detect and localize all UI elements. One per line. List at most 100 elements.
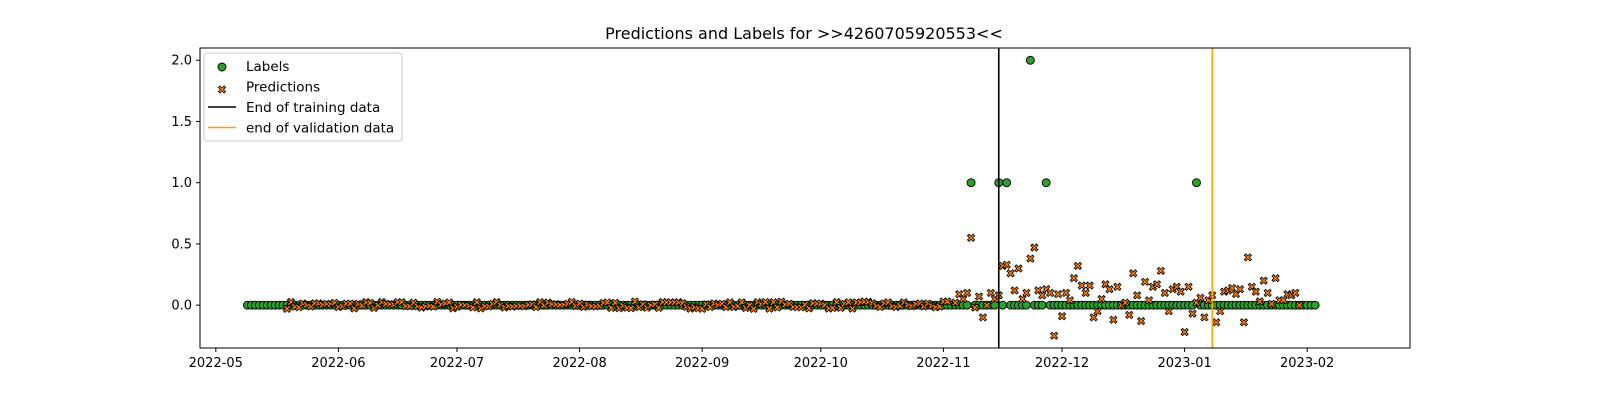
prediction-point — [1132, 291, 1142, 300]
prediction-point — [1160, 288, 1170, 298]
prediction-point — [1014, 264, 1023, 273]
prediction-point — [1105, 285, 1114, 294]
prediction-point — [1093, 307, 1102, 316]
legend-item: Predictions — [217, 80, 320, 96]
prediction-point — [1006, 269, 1015, 278]
x-tick-label: 2022-08 — [552, 356, 606, 371]
prediction-point — [1152, 280, 1162, 289]
prediction-point — [1263, 288, 1272, 298]
x-tick-label: 2022-12 — [1035, 356, 1089, 371]
prediction-point — [1144, 296, 1154, 305]
prediction-point — [1279, 296, 1288, 305]
prediction-point — [1136, 316, 1146, 326]
prediction-point — [1239, 318, 1249, 327]
prediction-point — [1061, 288, 1071, 298]
prediction-point — [1255, 297, 1264, 306]
plot-frame — [199, 47, 1411, 349]
prediction-point — [1089, 313, 1098, 322]
prediction-point — [1259, 276, 1268, 285]
prediction-point — [626, 304, 636, 313]
predictions-series — [282, 233, 1304, 340]
label-point — [1037, 300, 1047, 310]
reference-lines — [997, 48, 1214, 348]
prediction-point — [974, 292, 984, 301]
prediction-point — [1085, 281, 1094, 290]
prediction-point — [1235, 285, 1245, 294]
prediction-point — [1030, 243, 1039, 252]
prediction-point — [1065, 296, 1075, 305]
prediction-point — [1180, 327, 1189, 337]
prediction-point — [966, 233, 976, 242]
prediction-point — [1057, 311, 1067, 321]
x-tick-label: 2022-05 — [189, 356, 243, 371]
prediction-point — [1002, 260, 1011, 269]
legend-item: Labels — [217, 59, 289, 75]
prediction-point — [1196, 293, 1205, 302]
prediction-point — [1184, 282, 1193, 291]
label-point — [998, 300, 1008, 310]
prediction-point — [1251, 287, 1260, 296]
legend-item: End of training data — [208, 100, 380, 116]
label-point — [1025, 55, 1035, 65]
legend: Labels Predictions End of training data end… — [203, 52, 403, 142]
prediction-point — [1113, 282, 1122, 291]
prediction-point — [1140, 277, 1150, 287]
label-point — [1192, 178, 1201, 188]
x-tick-label: 2023-01 — [1157, 356, 1211, 371]
y-tick-label: 1.0 — [171, 176, 192, 191]
x-tick-label: 2022-11 — [916, 356, 970, 371]
prediction-point — [444, 298, 454, 307]
prediction-point — [1026, 254, 1035, 263]
x-tick-label: 2022-09 — [675, 356, 729, 371]
prediction-point — [1018, 294, 1027, 304]
prediction-point — [978, 313, 988, 322]
prediction-point — [749, 304, 758, 313]
label-point — [1002, 178, 1012, 188]
legend-label: end of validation data — [246, 121, 394, 137]
legend-label: Labels — [246, 59, 289, 75]
prediction-point — [1053, 289, 1063, 299]
prediction-point — [848, 304, 857, 313]
prediction-point — [1188, 309, 1197, 318]
prediction-point — [1073, 261, 1083, 271]
label-point — [962, 300, 972, 310]
prediction-point — [951, 298, 960, 307]
y-axis: 0.0 0.5 1.0 1.5 2.0 — [171, 54, 200, 314]
prediction-point — [1045, 288, 1055, 298]
prediction-point — [1267, 299, 1276, 309]
prediction-point — [1129, 269, 1138, 278]
prediction-point — [1081, 288, 1090, 298]
prediction-point — [986, 288, 996, 298]
legend-label: End of training data — [246, 100, 380, 116]
label-point — [1021, 300, 1031, 310]
x-tick-label: 2022-06 — [311, 356, 365, 371]
prediction-point — [1243, 253, 1253, 262]
prediction-point — [844, 298, 853, 307]
prediction-point — [1109, 315, 1118, 325]
prediction-point — [970, 303, 980, 312]
prediction-point — [1227, 283, 1237, 293]
x-axis: 2022-05 2022-06 2022-07 2022-08 2022-09 2022-… — [189, 348, 1334, 371]
y-tick-label: 0.0 — [171, 299, 192, 314]
x-tick-label: 2022-10 — [794, 356, 848, 371]
prediction-point — [1295, 300, 1304, 310]
y-tick-label: 2.0 — [171, 54, 192, 69]
legend-box — [203, 52, 403, 142]
prediction-point — [1049, 331, 1059, 340]
prediction-point — [1164, 307, 1173, 316]
prediction-point — [982, 300, 992, 310]
label-point — [966, 178, 976, 188]
prediction-point — [1038, 291, 1047, 300]
prediction-point — [1010, 286, 1019, 295]
x-tick-label: 2022-07 — [430, 356, 484, 371]
prediction-point — [1271, 274, 1280, 283]
prediction-point — [943, 297, 952, 306]
prediction-point — [828, 303, 837, 313]
prediction-point — [962, 288, 972, 298]
prediction-point — [1156, 266, 1166, 276]
legend-label: Predictions — [246, 80, 320, 96]
prediction-point — [761, 297, 770, 307]
prediction-point — [1069, 274, 1079, 283]
y-tick-label: 0.5 — [171, 237, 192, 252]
